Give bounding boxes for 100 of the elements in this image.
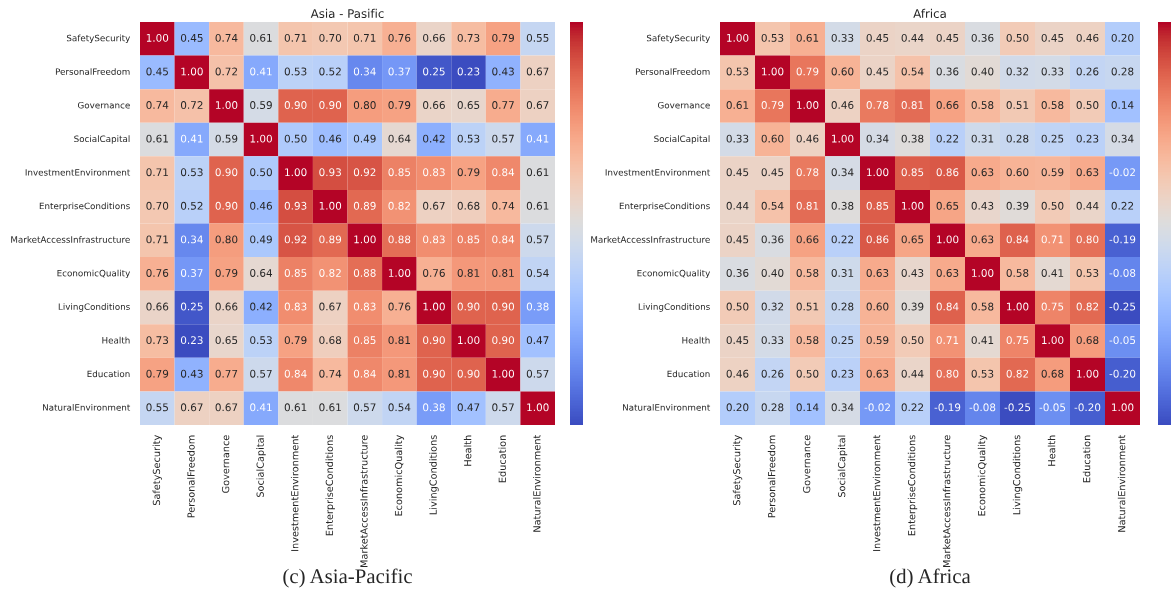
- data-label: 0.90: [215, 168, 238, 177]
- data-label: 0.33: [726, 134, 749, 143]
- data-label: 0.79: [215, 269, 238, 277]
- data-label: 0.67: [526, 101, 549, 109]
- data-label: 0.57: [492, 134, 514, 143]
- data-label: -0.19: [934, 403, 961, 412]
- data-label: 0.84: [936, 302, 959, 311]
- data-label: 0.85: [284, 269, 307, 277]
- data-label: 0.79: [761, 101, 784, 109]
- data-label: 0.50: [1006, 33, 1029, 42]
- data-label: 0.51: [796, 302, 819, 311]
- data-label: 0.92: [284, 235, 307, 244]
- data-label: 1.00: [762, 67, 784, 76]
- data-label: 0.72: [180, 101, 203, 109]
- data-label: 0.66: [796, 235, 819, 244]
- y-tick-label: SafetySecurity: [66, 34, 131, 44]
- data-label: 1.00: [1042, 336, 1064, 345]
- data-label: 0.90: [492, 336, 515, 345]
- x-tick-label: InvestmentEnvironment: [290, 434, 299, 551]
- y-tick-label: Governance: [77, 101, 130, 109]
- data-label: 0.50: [901, 336, 924, 345]
- data-label: 0.60: [1006, 168, 1029, 177]
- y-tick-label: EnterpriseConditions: [39, 202, 130, 211]
- data-label: 0.83: [423, 235, 445, 244]
- data-label: 0.58: [1006, 269, 1029, 277]
- data-label: 0.90: [284, 101, 307, 109]
- data-label: 1.00: [146, 33, 169, 42]
- data-label: 0.53: [180, 168, 203, 177]
- y-tick-label: InvestmentEnvironment: [605, 168, 711, 176]
- data-label: 0.85: [457, 235, 480, 244]
- data-label: 0.70: [319, 33, 342, 42]
- data-label: 0.83: [284, 302, 307, 311]
- data-label: 0.66: [146, 302, 169, 311]
- data-label: 0.74: [492, 201, 515, 210]
- data-label: 0.61: [796, 33, 819, 42]
- data-label: 0.57: [353, 403, 376, 412]
- data-label: 0.53: [284, 67, 307, 76]
- data-label: 0.53: [761, 33, 784, 42]
- data-label: 1.00: [727, 33, 749, 42]
- data-label: 0.57: [526, 369, 549, 378]
- x-tick-label: Governance: [221, 435, 230, 493]
- data-label: 0.71: [146, 168, 168, 177]
- data-label: 0.46: [1076, 33, 1099, 42]
- data-label: 0.36: [971, 33, 994, 42]
- data-label: 0.42: [423, 134, 445, 143]
- data-label: -0.25: [1109, 302, 1136, 311]
- y-tick-label: Health: [102, 336, 130, 344]
- data-label: 0.46: [726, 369, 749, 378]
- data-label: 0.46: [250, 201, 272, 210]
- data-label: 0.36: [761, 235, 784, 244]
- data-label: 0.49: [250, 235, 272, 244]
- data-label: 0.23: [180, 336, 203, 345]
- data-label: 0.23: [1076, 134, 1099, 143]
- data-label: 1.00: [867, 168, 889, 177]
- data-label: 0.74: [319, 369, 342, 378]
- data-label: 0.46: [319, 134, 342, 143]
- data-label: 0.78: [866, 101, 889, 109]
- data-label: 1.00: [216, 101, 238, 109]
- y-tick-label: EconomicQuality: [57, 269, 131, 279]
- data-label: 0.85: [866, 201, 889, 210]
- data-label: 0.61: [319, 403, 341, 412]
- data-label: 1.00: [527, 403, 549, 412]
- data-label: 0.45: [866, 33, 889, 42]
- data-label: 0.89: [353, 201, 376, 210]
- data-label: 0.79: [284, 336, 307, 345]
- data-label: 0.63: [971, 235, 994, 244]
- data-label: 0.84: [492, 168, 515, 177]
- x-tick-label: MarketAccessInfrastructure: [360, 435, 368, 567]
- data-label: 0.86: [936, 168, 959, 177]
- data-label: 0.71: [1041, 235, 1064, 244]
- data-label: 0.53: [971, 369, 994, 378]
- y-tick-label: LivingConditions: [58, 303, 130, 312]
- data-label: 0.25: [831, 336, 854, 345]
- data-label: 0.14: [1111, 101, 1134, 109]
- data-label: 0.36: [936, 67, 959, 76]
- x-tick-label: PersonalFreedom: [187, 435, 195, 518]
- data-label: 0.50: [284, 134, 307, 143]
- data-label: 0.90: [423, 336, 445, 345]
- y-tick-label: EnterpriseConditions: [619, 202, 710, 211]
- data-label: 0.73: [146, 336, 169, 345]
- x-tick-label: Education: [1082, 435, 1091, 483]
- data-label: 0.44: [901, 33, 924, 42]
- data-label: 0.81: [492, 269, 514, 277]
- x-tick-label: LivingConditions: [429, 435, 439, 515]
- data-label: 0.80: [1076, 235, 1099, 244]
- data-label: 0.45: [726, 168, 749, 177]
- x-tick-label: SocialCapital: [837, 435, 848, 497]
- data-label: 0.90: [215, 201, 238, 210]
- x-tick-label: Health: [463, 435, 472, 466]
- y-tick-label: SocialCapital: [654, 135, 710, 144]
- data-label: 0.61: [284, 403, 307, 412]
- data-label: -0.20: [1074, 403, 1101, 412]
- data-label: -0.05: [1039, 403, 1066, 412]
- data-label: 0.49: [353, 134, 376, 143]
- data-label: 1.00: [902, 201, 924, 210]
- data-label: 1.00: [1007, 302, 1029, 311]
- data-label: 0.28: [831, 302, 854, 311]
- y-tick-label: MarketAccessInfrastructure: [11, 236, 130, 243]
- data-label: 0.22: [831, 235, 854, 244]
- x-tick-label: Health: [1047, 435, 1056, 466]
